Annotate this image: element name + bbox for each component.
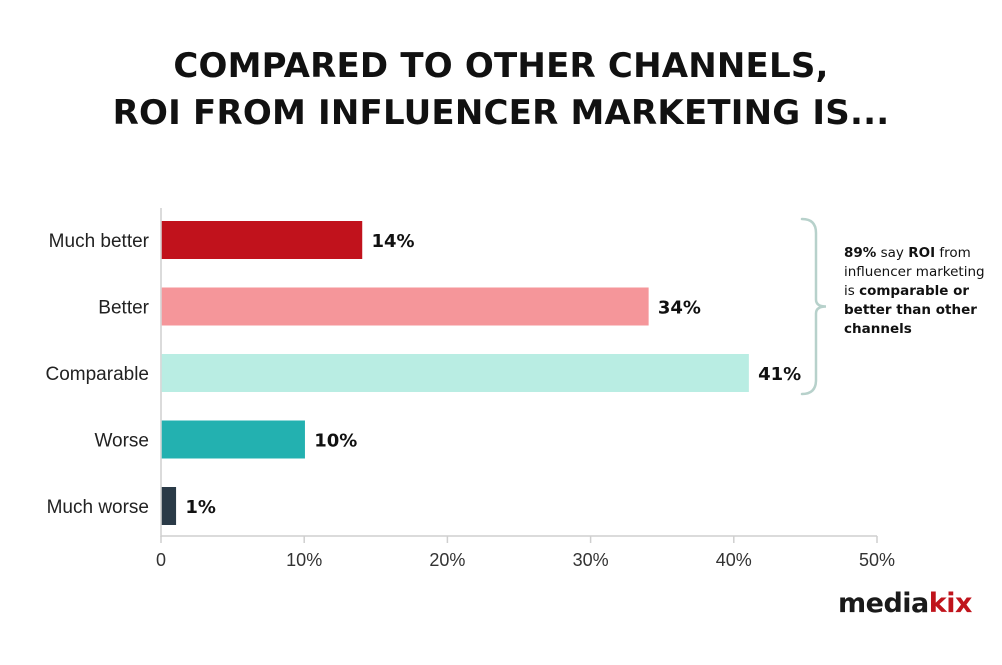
- value-label-much-better: 14%: [371, 231, 414, 252]
- category-label-better: Better: [98, 298, 149, 319]
- bar-much-worse: [161, 487, 177, 525]
- logo-part-kix: kix: [928, 588, 973, 619]
- bar-better: [161, 287, 649, 326]
- annotation-bracket: [800, 217, 827, 396]
- category-label-comparable: Comparable: [46, 364, 150, 385]
- x-tick-label-20: 20%: [429, 550, 465, 570]
- mediakix-logo: mediakix: [838, 588, 972, 619]
- value-label-worse: 10%: [314, 431, 357, 452]
- x-tick-label-30: 30%: [573, 550, 609, 570]
- annotation-part-5: comparable or better than other channels: [844, 283, 977, 337]
- bar-comparable: [161, 354, 749, 392]
- bar-worse: [161, 420, 305, 459]
- annotation-part-4: from influencer marketing is: [844, 245, 985, 299]
- chart-title-line-1: COMPARED TO OTHER CHANNELS,: [173, 46, 829, 86]
- value-label-comparable: 41%: [758, 364, 801, 385]
- value-label-better: 34%: [658, 298, 701, 319]
- category-label-worse: Worse: [94, 431, 149, 452]
- value-label-much-worse: 1%: [185, 497, 216, 518]
- annotation-part-3: ROI: [908, 245, 936, 261]
- chart-title-line-2: ROI FROM INFLUENCER MARKETING IS...: [112, 93, 890, 133]
- category-label-much-better: Much better: [49, 231, 150, 252]
- x-tick-label-40: 40%: [716, 550, 752, 570]
- summary-annotation: 89% say ROI from influencer marketing is…: [844, 244, 994, 339]
- x-tick-label-50: 50%: [859, 550, 895, 570]
- bar-much-better: [161, 221, 363, 259]
- logo-part-media: media: [838, 588, 929, 619]
- category-label-much-worse: Much worse: [47, 497, 149, 518]
- annotation-part-1: 89%: [844, 245, 877, 261]
- x-tick-label-10: 10%: [286, 550, 322, 570]
- annotation-part-2: say: [876, 245, 909, 261]
- x-tick-label-0: 0: [156, 550, 166, 570]
